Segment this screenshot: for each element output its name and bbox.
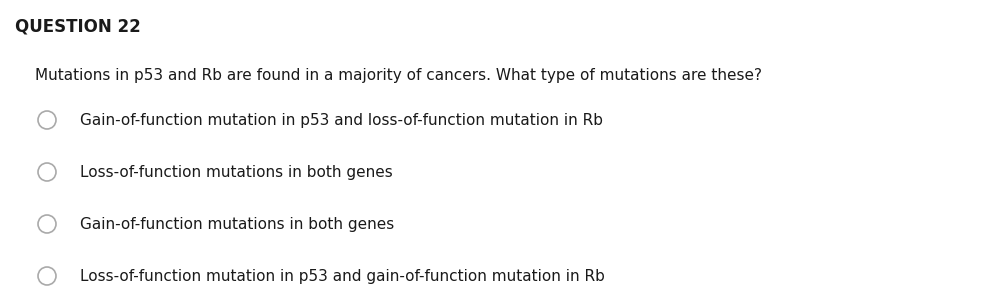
Ellipse shape — [38, 163, 56, 181]
Ellipse shape — [38, 267, 56, 285]
Text: Gain-of-function mutation in p53 and loss-of-function mutation in Rb: Gain-of-function mutation in p53 and los… — [80, 113, 603, 127]
Ellipse shape — [38, 111, 56, 129]
Text: Mutations in p53 and Rb are found in a majority of cancers. What type of mutatio: Mutations in p53 and Rb are found in a m… — [35, 68, 762, 83]
Ellipse shape — [38, 215, 56, 233]
Text: Loss-of-function mutation in p53 and gain-of-function mutation in Rb: Loss-of-function mutation in p53 and gai… — [80, 268, 605, 284]
Text: QUESTION 22: QUESTION 22 — [15, 18, 141, 36]
Text: Gain-of-function mutations in both genes: Gain-of-function mutations in both genes — [80, 217, 394, 231]
Text: Loss-of-function mutations in both genes: Loss-of-function mutations in both genes — [80, 165, 393, 179]
